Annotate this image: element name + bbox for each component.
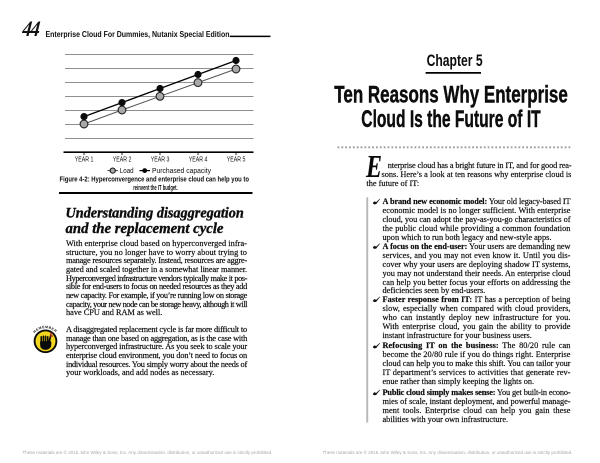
svg-text:Load: Load <box>120 168 134 175</box>
svg-text:Ten Reasons Why Enterprise: Ten Reasons Why Enterprise <box>334 82 568 109</box>
svg-text:and the replacement cycle: and the replacement cycle <box>66 220 224 237</box>
svg-text:YEAR 3: YEAR 3 <box>151 154 170 163</box>
svg-text:YEAR 2: YEAR 2 <box>113 154 132 163</box>
svg-text:Understanding disaggregation: Understanding disaggregation <box>66 205 244 222</box>
svg-text:YEAR 5: YEAR 5 <box>227 154 246 163</box>
svg-text:YEAR 4: YEAR 4 <box>189 154 208 163</box>
svg-text:Cloud Is the Future of IT: Cloud Is the Future of IT <box>361 106 541 133</box>
svg-text:Chapter 5: Chapter 5 <box>427 52 483 70</box>
svg-text:reinvent the IT budget.: reinvent the IT budget. <box>133 183 178 192</box>
svg-text:These materials are © 2016 Joh: These materials are © 2016 John Wiley & … <box>323 450 573 455</box>
svg-text:Figure 4-2: Hyperconvergence a: Figure 4-2: Hyperconvergence and enterpr… <box>60 174 250 183</box>
svg-text:Purchased capacity: Purchased capacity <box>152 168 211 175</box>
svg-text:These materials are © 2016 Joh: These materials are © 2016 John Wiley & … <box>23 450 273 455</box>
svg-text:Enterprise Cloud For Dummies,: Enterprise Cloud For Dummies, Nutanix Sp… <box>46 29 230 39</box>
svg-text:YEAR 1: YEAR 1 <box>75 154 94 163</box>
